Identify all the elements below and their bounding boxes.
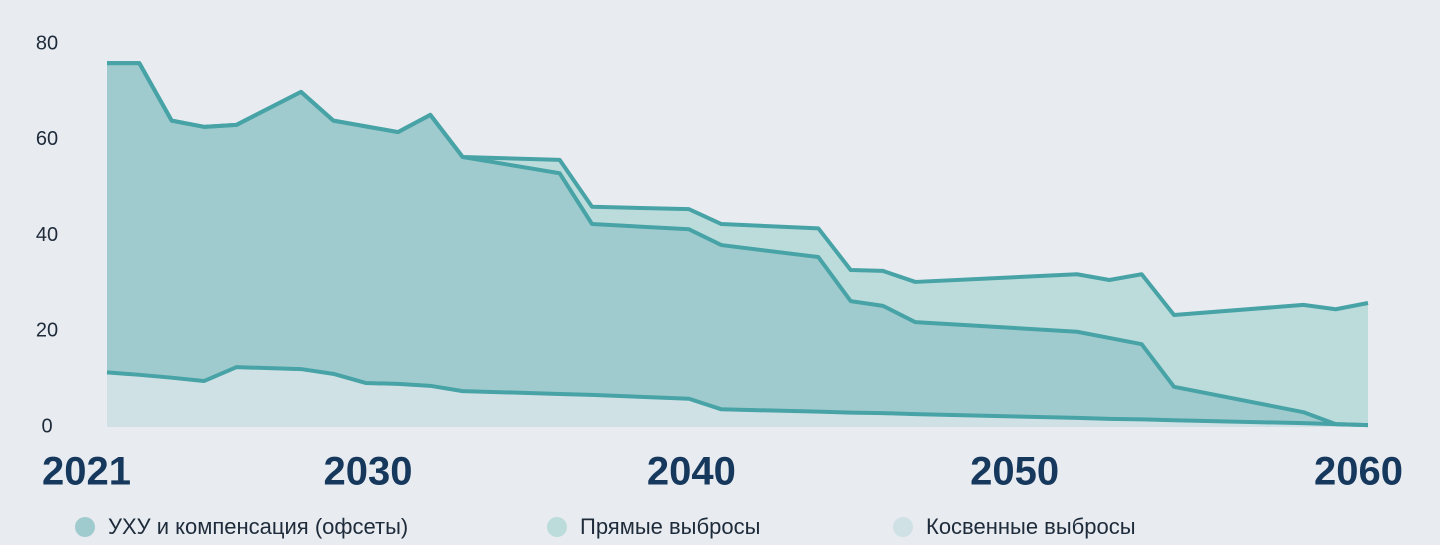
y-tick-label: 80: [36, 32, 58, 54]
area: [107, 367, 1368, 427]
legend-label: Прямые выбросы: [580, 514, 760, 539]
y-tick-label: 0: [41, 415, 52, 437]
y-tick-label: 40: [36, 224, 58, 246]
area: [107, 63, 1368, 426]
legend-swatch: [75, 517, 95, 537]
area-line: [106, 365, 1369, 428]
legend-swatch: [547, 517, 567, 537]
x-tick-label: 2060: [1314, 450, 1403, 494]
legend-label: Косвенные выбросы: [926, 514, 1136, 539]
area: [107, 63, 1368, 426]
x-tick-label: 2021: [42, 450, 131, 494]
y-tick-label: 20: [36, 320, 58, 342]
y-tick-label: 60: [36, 128, 58, 150]
x-tick-label: 2040: [647, 450, 736, 494]
x-tick-label: 2030: [324, 450, 413, 494]
legend-swatch: [893, 517, 913, 537]
area-line: [107, 61, 1369, 317]
legend-label: УХУ и компенсация (офсеты): [108, 514, 408, 539]
x-tick-label: 2050: [970, 450, 1059, 494]
